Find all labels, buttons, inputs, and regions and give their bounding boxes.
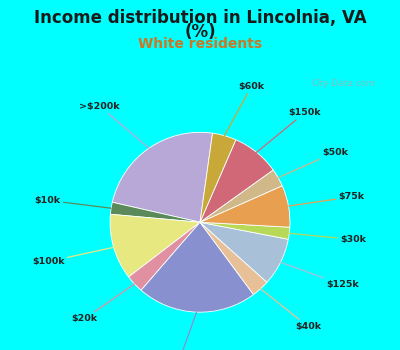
- Wedge shape: [110, 214, 200, 277]
- Wedge shape: [110, 202, 200, 222]
- Wedge shape: [112, 132, 212, 222]
- Wedge shape: [200, 222, 267, 295]
- Text: City-Data.com: City-Data.com: [312, 79, 376, 88]
- Wedge shape: [200, 140, 273, 222]
- Text: White residents: White residents: [138, 37, 262, 51]
- Wedge shape: [200, 170, 282, 222]
- Text: $200k: $200k: [162, 312, 196, 350]
- Wedge shape: [200, 222, 288, 282]
- Text: $60k: $60k: [224, 82, 264, 136]
- Text: $10k: $10k: [34, 196, 111, 208]
- Wedge shape: [200, 133, 236, 222]
- Text: >$200k: >$200k: [79, 102, 149, 148]
- Text: $30k: $30k: [289, 233, 366, 244]
- Wedge shape: [141, 222, 254, 312]
- Text: $50k: $50k: [278, 148, 348, 178]
- Text: $150k: $150k: [256, 108, 321, 152]
- Text: $100k: $100k: [32, 247, 114, 266]
- Text: (%): (%): [184, 23, 216, 41]
- Text: $125k: $125k: [280, 262, 359, 289]
- Wedge shape: [200, 186, 290, 227]
- Text: $75k: $75k: [288, 192, 365, 206]
- Wedge shape: [200, 222, 290, 239]
- Text: $20k: $20k: [71, 284, 134, 323]
- Wedge shape: [129, 222, 200, 290]
- Text: Income distribution in Lincolnia, VA: Income distribution in Lincolnia, VA: [34, 9, 366, 27]
- Text: $40k: $40k: [260, 289, 321, 331]
